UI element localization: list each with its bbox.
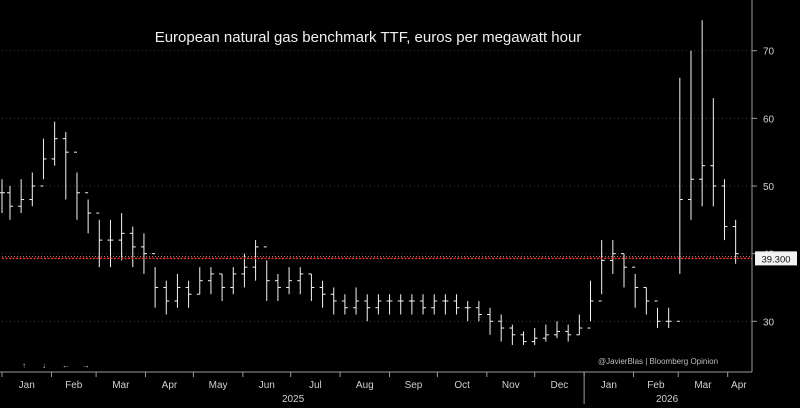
x-month-label: Aug [356, 380, 374, 391]
x-month-label: Feb [647, 380, 665, 391]
y-tick-label: 30 [763, 317, 775, 328]
x-month-label: Jun [259, 380, 275, 391]
x-month-label: Nov [502, 380, 520, 391]
x-month-label: Apr [162, 380, 178, 391]
y-tick-label: 60 [763, 114, 775, 125]
x-month-label: May [209, 380, 228, 391]
gridlines [2, 50, 752, 322]
x-month-label: Jan [601, 380, 617, 391]
x-month-label: Oct [454, 380, 470, 391]
y-tick-label: 50 [763, 182, 775, 193]
x-year-label-2025: 2025 [282, 394, 305, 405]
y-tick-label: 70 [763, 47, 775, 58]
credit-text: @JavierBlas | Bloomberg Opinion [598, 357, 718, 366]
chart-title: European natural gas benchmark TTF, euro… [155, 29, 582, 46]
x-month-label: Jan [19, 380, 35, 391]
last-value-label: 39.300 [761, 254, 790, 265]
price-bars [0, 20, 739, 345]
x-axis-ticks: Jan Feb Mar Apr May Jun Jul Aug Sep Oct Nov Dec Jan F… [1, 372, 747, 405]
x-month-label: Apr [731, 380, 747, 391]
toolbar-right-icon[interactable]: → [82, 361, 90, 370]
x-month-label: Dec [551, 380, 569, 391]
x-month-label: Feb [65, 380, 83, 391]
mini-toolbar[interactable]: ↑ ↓ ← → [22, 361, 90, 370]
x-year-label-2026: 2026 [656, 394, 679, 405]
toolbar-up-icon[interactable]: ↑ [22, 361, 26, 370]
x-month-label: Sep [405, 380, 423, 391]
x-month-label: Mar [694, 380, 712, 391]
toolbar-down-icon[interactable]: ↓ [42, 361, 46, 370]
toolbar-left-icon[interactable]: ← [62, 361, 70, 370]
last-value-box [755, 251, 797, 266]
last-price-line [2, 255, 752, 260]
x-month-label: Mar [112, 380, 130, 391]
x-month-label: Jul [309, 380, 322, 391]
last-value-tag: 39.300 [755, 251, 797, 266]
